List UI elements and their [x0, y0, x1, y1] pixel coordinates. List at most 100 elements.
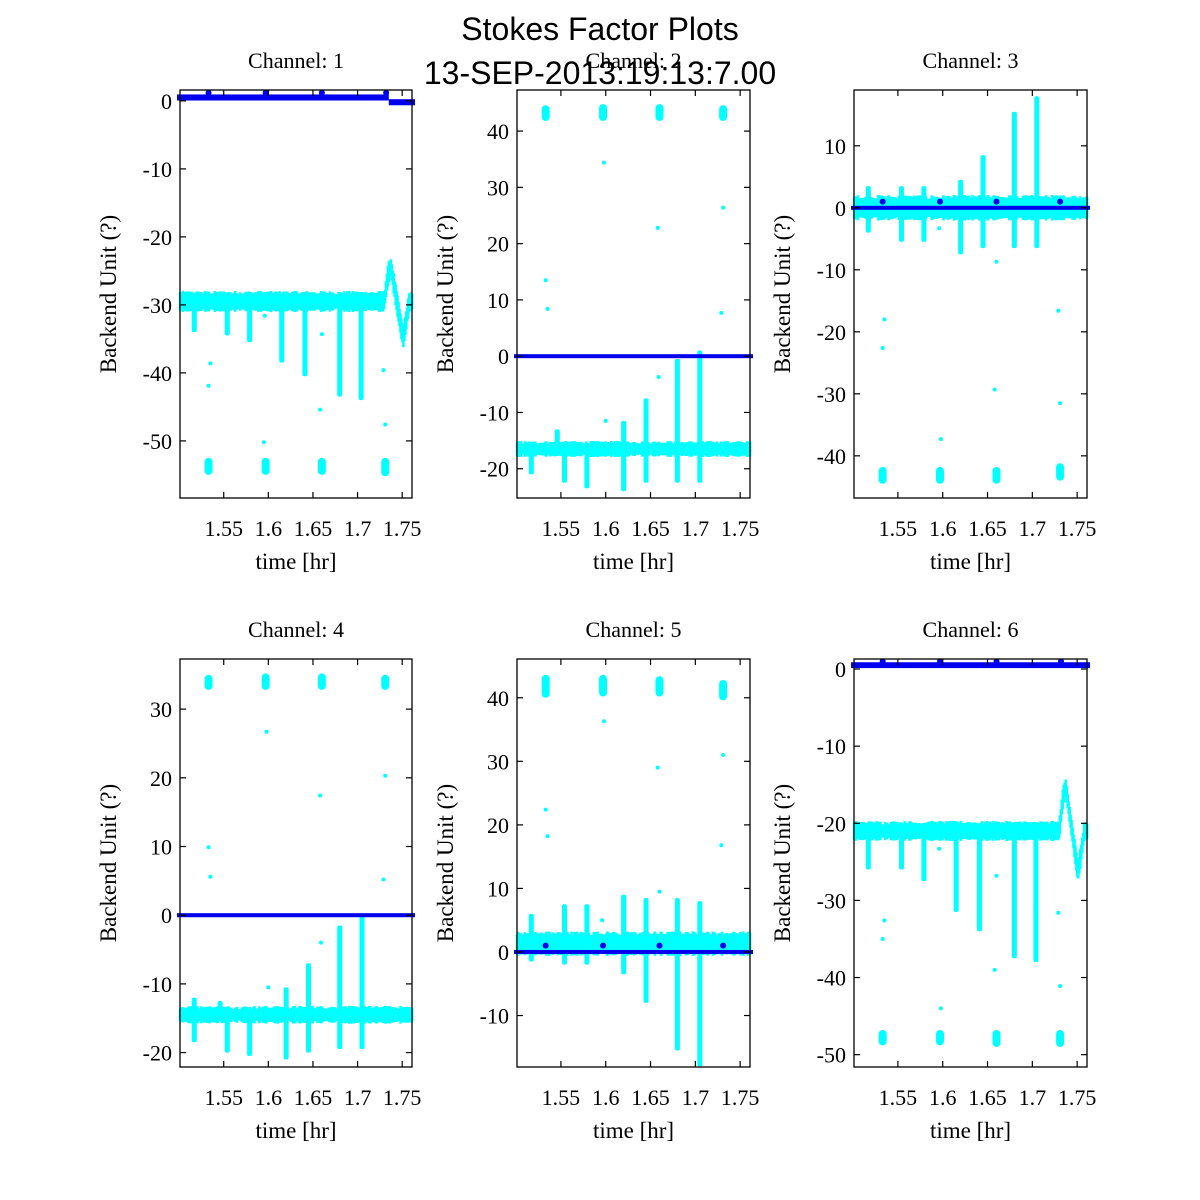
cyan-outlier-point [721, 752, 726, 757]
cyan-outlier-point [937, 226, 942, 231]
blue-line-segment [851, 662, 1090, 669]
y-tick-label: 20 [487, 232, 509, 257]
cyan-spike [337, 925, 343, 1015]
y-tick-label: 0 [161, 903, 172, 928]
axes-box [853, 89, 1088, 499]
x-tick-label: 1.65 [968, 516, 1007, 541]
cyan-outlier-point [206, 383, 211, 388]
cyan-outlier-point [601, 719, 606, 724]
blue-marker-point [383, 89, 390, 96]
y-tick-label: 0 [835, 196, 846, 221]
cyan-outlier-point [318, 407, 323, 412]
y-tick-label: -30 [817, 888, 846, 913]
cyan-outlier-point [319, 332, 324, 337]
cyan-spike [584, 943, 590, 965]
cyan-spike [958, 207, 964, 255]
cyan-outlier-point [262, 313, 267, 318]
cyan-spike [1011, 830, 1017, 959]
plot-area [177, 89, 415, 477]
cyan-spike [1034, 96, 1040, 208]
y-tick-label: 10 [150, 835, 172, 860]
cyan-spike [697, 901, 703, 944]
cyan-outlier-point [994, 259, 999, 264]
cyan-outlier-point [318, 940, 323, 945]
cyan-spike [980, 207, 986, 249]
x-tick-label: 1.7 [682, 1085, 710, 1110]
cyan-spike [898, 186, 904, 208]
x-axis-label: time [hr] [930, 549, 1011, 574]
cyan-outlier-point [543, 278, 548, 283]
axes-box [853, 658, 1088, 1068]
cyan-outlier-point [1058, 401, 1063, 406]
cyan-outlier-point [600, 918, 605, 923]
cyan-outlier-point [938, 1006, 943, 1011]
x-tick-label: 1.6 [592, 1085, 620, 1110]
x-tick-label: 1.75 [1058, 1085, 1097, 1110]
cyan-spike [224, 1014, 230, 1053]
cyan-outlier-point [992, 387, 997, 392]
x-tick-label: 1.65 [631, 1085, 670, 1110]
y-tick-label: -10 [817, 734, 846, 759]
x-tick-label: 1.7 [344, 516, 372, 541]
subplot-channel-6: 1.55 1.6 1.65 1.7 1.75 0 -10 -20 -30 -40 -50 Channe… [770, 617, 1096, 1143]
subplot-channel-3: 1.55 1.6 1.65 1.7 1.75 10 0 -10 -20 -30 -40 Channel… [770, 48, 1096, 574]
figure-title: Stokes Factor Plots [461, 11, 738, 47]
blue-marker-point [542, 942, 549, 949]
y-axis-label: Backend Unit (?) [770, 784, 795, 942]
x-tick-label: 1.6 [929, 516, 957, 541]
cyan-outlier-point [1056, 308, 1061, 313]
cyan-cluster [541, 105, 550, 121]
cyan-outlier-point [721, 205, 726, 210]
cyan-spike [1011, 207, 1017, 249]
subplot-title: Channel: 5 [586, 617, 682, 642]
cyan-cluster [1056, 463, 1065, 481]
blue-marker-point [879, 658, 886, 665]
cyan-cluster [655, 676, 664, 697]
cyan-spike [302, 301, 308, 377]
axes-box [516, 658, 751, 1068]
blue-marker-point [879, 198, 886, 205]
x-tick-label: 1.6 [929, 1085, 957, 1110]
y-tick-label: -10 [480, 1004, 509, 1029]
x-tick-label: 1.75 [383, 1085, 422, 1110]
blue-line-segment [177, 94, 389, 101]
cyan-outlier-point [381, 877, 386, 882]
cyan-cluster [936, 1029, 945, 1046]
blue-marker-point [656, 942, 663, 949]
cyan-spike [953, 830, 959, 912]
cyan-band-segment [1068, 806, 1071, 822]
cyan-outlier-point [383, 422, 388, 427]
series-cyan [178, 673, 414, 1060]
blue-marker-point [937, 658, 944, 665]
cyan-cluster [317, 673, 326, 690]
cyan-outlier-point [938, 437, 943, 442]
cyan-outlier-point [882, 918, 887, 923]
cyan-spike [191, 997, 197, 1015]
plot-area [851, 658, 1090, 1047]
cyan-spike [976, 830, 982, 932]
cyan-spike [528, 449, 534, 475]
y-tick-label: -10 [817, 258, 846, 283]
cyan-outlier-point [1058, 984, 1063, 989]
blue-line-segment [388, 99, 415, 106]
cyan-spike [865, 830, 871, 870]
cyan-spike [674, 943, 680, 1051]
y-axis-label: Backend Unit (?) [433, 784, 458, 942]
cyan-cluster [381, 457, 390, 477]
cyan-spike [584, 904, 590, 944]
x-tick-label: 1.55 [879, 516, 918, 541]
series-blue [177, 913, 415, 918]
series-blue [177, 89, 415, 106]
cyan-spike [279, 301, 285, 363]
y-tick-label: 10 [487, 876, 509, 901]
plot-area [514, 674, 753, 1067]
series-blue [514, 354, 753, 359]
cyan-outlier-point [994, 873, 999, 878]
cyan-spike [561, 449, 567, 483]
cyan-spike [674, 449, 680, 483]
cyan-spike [865, 207, 871, 233]
cyan-outlier-point [601, 160, 606, 165]
cyan-spike [283, 1014, 289, 1060]
y-tick-label: 40 [487, 119, 509, 144]
